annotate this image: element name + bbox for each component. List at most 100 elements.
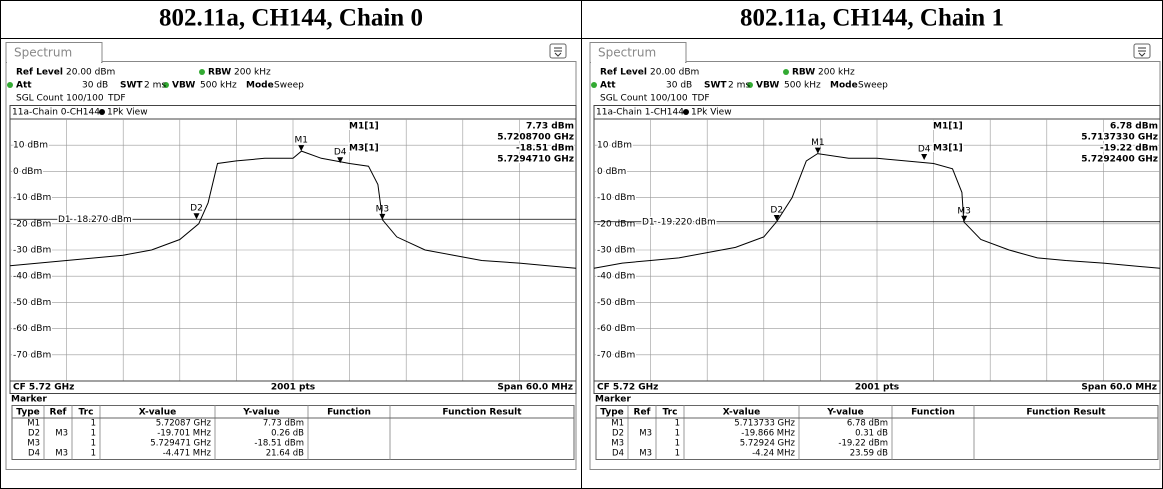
- status-dot: [591, 82, 597, 88]
- setting-value: Sweep: [274, 81, 304, 91]
- marker-label: D2: [770, 205, 783, 215]
- column-header: Type: [16, 408, 39, 418]
- column-header: Ref: [634, 408, 651, 418]
- column-header: Function Result: [1026, 408, 1106, 418]
- marker: [193, 213, 200, 220]
- y-tick-label: -40 dBm: [13, 272, 51, 282]
- table-cell: 1: [91, 419, 96, 429]
- marker: [961, 215, 968, 222]
- y-tick-label: 10 dBm: [597, 141, 632, 151]
- setting-label: VBW: [756, 81, 779, 91]
- setting-value: 200 kHz: [818, 68, 855, 78]
- setting-value: 20.00 dBm: [650, 68, 699, 78]
- table-cell: D2: [612, 429, 624, 439]
- setting-label: Mode: [830, 81, 858, 91]
- trace-name: 11a-Chain 1-CH144: [596, 108, 684, 118]
- setting-value: 2 ms: [728, 81, 750, 91]
- table-cell: M1: [27, 419, 40, 429]
- table-cell: D4: [612, 449, 624, 459]
- table-cell: 1: [675, 429, 680, 439]
- table-cell: -18.51 dBm: [254, 439, 304, 449]
- table-cell: M3: [27, 439, 40, 449]
- column-title: 802.11a, CH144, Chain 1: [740, 5, 1004, 32]
- y-tick-label: -30 dBm: [597, 246, 635, 256]
- marker-readout: M1[1]: [349, 122, 379, 132]
- table-cell: 1: [675, 419, 680, 429]
- trace-view: 1Pk View: [107, 108, 148, 118]
- setting-value: 20.00 dBm: [66, 68, 115, 78]
- marker-label: M3: [957, 206, 971, 216]
- marker-readout: 6.78 dBm: [1110, 122, 1158, 132]
- marker-label: M3: [376, 204, 390, 214]
- column-header: Trc: [663, 408, 678, 418]
- table-cell: 6.78 dBm: [847, 419, 888, 429]
- column-title: 802.11a, CH144, Chain 0: [159, 5, 423, 32]
- setting-value: 30 dB: [82, 81, 108, 91]
- trace-name: 11a-Chain 0-CH144: [12, 108, 100, 118]
- setting-value: 2 ms: [144, 81, 166, 91]
- setting-value: Sweep: [858, 81, 888, 91]
- marker-label: M1: [294, 136, 308, 146]
- setting-label: Att: [16, 81, 32, 91]
- column-header: Trc: [79, 408, 94, 418]
- tab-label: Spectrum: [14, 46, 72, 60]
- table-cell: 5.713733 GHz: [734, 419, 795, 429]
- table-cell: D2: [28, 429, 40, 439]
- marker: [814, 147, 821, 154]
- column-header: X-value: [723, 408, 760, 418]
- trace: [593, 153, 1161, 269]
- y-tick-label: -70 dBm: [597, 350, 635, 360]
- table-cell: D4: [28, 449, 40, 459]
- table-cell: -4.24 MHz: [752, 449, 795, 459]
- trace: [9, 150, 577, 269]
- table-cell: M3: [639, 449, 652, 459]
- y-tick-label: 0 dBm: [597, 167, 626, 177]
- setting-label: SGL Count 100/100: [16, 94, 104, 104]
- setting-label: Ref Level: [16, 68, 63, 78]
- table-cell: 1: [91, 449, 96, 459]
- table-cell: M3: [639, 429, 652, 439]
- setting-label: Att: [600, 81, 616, 91]
- column-header: Y-value: [242, 408, 279, 418]
- setting-value: 30 dB: [666, 81, 692, 91]
- status-dot: [7, 82, 13, 88]
- y-tick-label: -40 dBm: [597, 272, 635, 282]
- menu-icon-glyph: [1138, 47, 1146, 57]
- y-tick-label: -60 dBm: [597, 324, 635, 334]
- table-cell: M1: [611, 419, 624, 429]
- y-tick-label: -10 dBm: [597, 193, 635, 203]
- marker-label: D4: [918, 144, 931, 154]
- table-cell: 1: [91, 429, 96, 439]
- status-dot: [783, 69, 789, 75]
- y-tick-label: -20 dBm: [597, 219, 635, 229]
- tab-label: Spectrum: [598, 46, 656, 60]
- table-cell: 1: [675, 439, 680, 449]
- table-cell: 5.729471 GHz: [150, 439, 211, 449]
- setting-label: SGL Count 100/100: [600, 94, 688, 104]
- column-header: Function Result: [442, 408, 522, 418]
- table-cell: 0.31 dB: [855, 429, 888, 439]
- marker-table: [595, 405, 1159, 460]
- column-header: Ref: [50, 408, 67, 418]
- marker-readout: M1[1]: [933, 122, 963, 132]
- setting-value: 500 kHz: [200, 81, 237, 91]
- column-header: Y-value: [826, 408, 863, 418]
- trace-dot: [99, 109, 105, 115]
- table-cell: -4.471 MHz: [163, 449, 212, 459]
- marker-readout: 5.7294710 GHz: [497, 155, 574, 165]
- y-tick-label: -10 dBm: [13, 193, 51, 203]
- table-cell: 0.26 dB: [271, 429, 304, 439]
- setting-label: Ref Level: [600, 68, 647, 78]
- y-tick-label: 10 dBm: [13, 141, 48, 151]
- marker-readout: 5.7208700 GHz: [497, 133, 574, 143]
- setting-value: TDF: [691, 94, 710, 104]
- column-header: X-value: [139, 408, 176, 418]
- table-cell: M3: [611, 439, 624, 449]
- marker: [337, 157, 344, 164]
- footer-label: 2001 pts: [271, 383, 315, 393]
- marker-readout: -19.22 dBm: [1100, 144, 1158, 154]
- table-cell: M3: [55, 449, 68, 459]
- marker: [773, 214, 780, 221]
- y-tick-label: -50 dBm: [597, 298, 635, 308]
- marker-readout: 5.7137330 GHz: [1081, 133, 1158, 143]
